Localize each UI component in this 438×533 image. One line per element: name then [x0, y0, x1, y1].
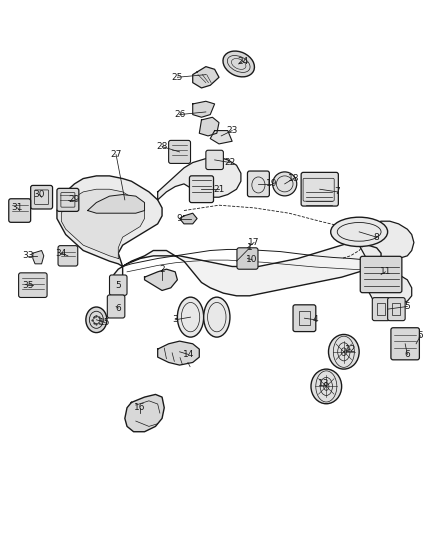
Text: 22: 22 [224, 158, 236, 167]
Text: 35: 35 [23, 281, 34, 289]
Polygon shape [180, 213, 197, 224]
Ellipse shape [177, 297, 204, 337]
Text: 31: 31 [12, 204, 23, 212]
Text: 11: 11 [380, 268, 391, 276]
Polygon shape [57, 176, 162, 266]
Text: 17: 17 [248, 238, 260, 247]
FancyBboxPatch shape [18, 273, 47, 297]
Polygon shape [158, 157, 241, 200]
Text: 29: 29 [69, 196, 80, 204]
FancyBboxPatch shape [31, 185, 53, 209]
Text: 4: 4 [313, 316, 318, 324]
Polygon shape [145, 269, 177, 290]
Text: 16: 16 [134, 403, 146, 412]
Text: 26: 26 [174, 110, 185, 119]
Text: 13: 13 [318, 379, 330, 388]
Text: 21: 21 [213, 185, 225, 193]
Polygon shape [125, 394, 164, 432]
Ellipse shape [311, 369, 342, 404]
Text: 8: 8 [374, 233, 380, 241]
FancyBboxPatch shape [58, 246, 78, 266]
FancyBboxPatch shape [57, 188, 79, 212]
Text: 33: 33 [23, 252, 34, 260]
Text: 24: 24 [237, 57, 249, 66]
Polygon shape [193, 67, 219, 88]
Ellipse shape [223, 51, 254, 77]
Polygon shape [61, 189, 145, 259]
Bar [299, 311, 310, 325]
Text: 25: 25 [172, 73, 183, 82]
Polygon shape [210, 131, 232, 144]
FancyBboxPatch shape [107, 295, 125, 318]
Polygon shape [199, 117, 219, 136]
Text: 10: 10 [246, 255, 258, 264]
Polygon shape [359, 221, 414, 266]
Text: 18: 18 [288, 174, 299, 183]
Polygon shape [114, 243, 381, 296]
Text: 5: 5 [417, 332, 424, 340]
FancyBboxPatch shape [372, 297, 390, 321]
FancyBboxPatch shape [9, 199, 31, 222]
Text: 34: 34 [56, 249, 67, 257]
FancyBboxPatch shape [388, 297, 405, 321]
Ellipse shape [86, 307, 107, 333]
FancyBboxPatch shape [237, 248, 258, 269]
FancyBboxPatch shape [391, 328, 419, 360]
Text: 15: 15 [99, 318, 111, 327]
Text: 7: 7 [334, 188, 340, 196]
FancyBboxPatch shape [293, 305, 316, 332]
Ellipse shape [204, 297, 230, 337]
Ellipse shape [272, 172, 297, 196]
Text: 23: 23 [226, 126, 238, 135]
Text: 27: 27 [110, 150, 122, 159]
Polygon shape [33, 251, 44, 264]
FancyBboxPatch shape [206, 150, 223, 169]
Text: 2: 2 [159, 265, 165, 273]
Text: 6: 6 [115, 304, 121, 312]
FancyBboxPatch shape [110, 275, 127, 295]
Text: 3: 3 [172, 316, 178, 324]
Text: 12: 12 [345, 345, 356, 353]
Text: 5: 5 [115, 281, 121, 289]
Polygon shape [368, 272, 412, 309]
Ellipse shape [331, 217, 388, 247]
FancyBboxPatch shape [301, 172, 338, 206]
Text: 1: 1 [247, 244, 253, 252]
FancyBboxPatch shape [169, 140, 191, 164]
Ellipse shape [328, 335, 359, 369]
FancyBboxPatch shape [189, 176, 214, 203]
FancyBboxPatch shape [360, 256, 402, 293]
Polygon shape [88, 195, 145, 213]
Text: 5: 5 [404, 302, 410, 311]
Bar [377, 303, 385, 315]
Text: 6: 6 [404, 350, 410, 359]
FancyBboxPatch shape [247, 171, 269, 197]
Polygon shape [158, 341, 199, 365]
Bar [392, 303, 400, 315]
Text: 28: 28 [156, 142, 168, 151]
Text: 30: 30 [34, 190, 45, 199]
Text: 14: 14 [183, 350, 194, 359]
Text: 9: 9 [177, 214, 183, 223]
Text: 19: 19 [266, 180, 277, 188]
Polygon shape [193, 101, 215, 117]
